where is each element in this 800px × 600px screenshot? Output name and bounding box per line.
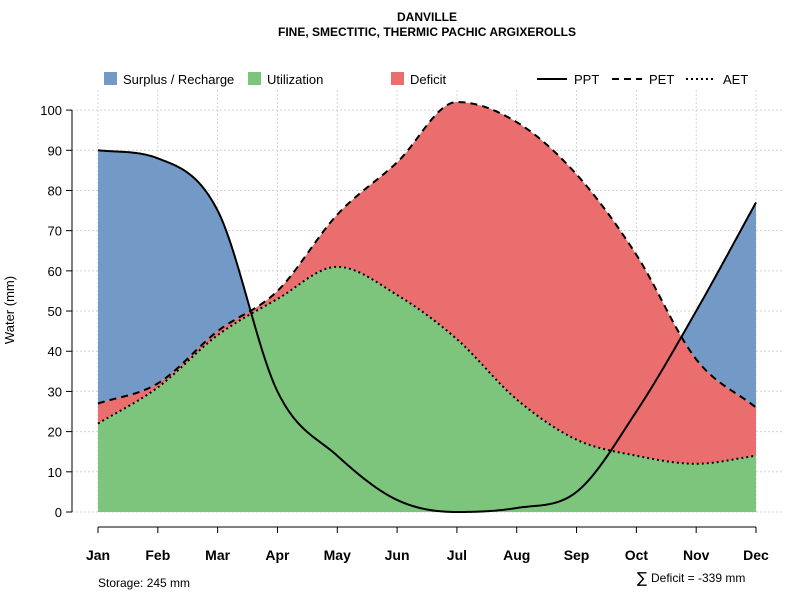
legend-label-utilization: Utilization (267, 72, 323, 87)
x-tick-label: Jun (385, 547, 410, 563)
y-tick-label: 50 (48, 304, 62, 319)
legend-swatch-surplus (104, 72, 117, 85)
y-tick-label: 0 (55, 505, 62, 520)
legend-swatch-deficit (391, 72, 404, 85)
area-surplus (98, 102, 756, 408)
sum-icon: ∑ (637, 569, 647, 587)
y-tick-label: 90 (48, 143, 62, 158)
x-tick-label: Nov (683, 547, 710, 563)
y-tick-label: 20 (48, 425, 62, 440)
legend-label-aet: AET (723, 72, 748, 87)
legend-label-ppt: PPT (574, 72, 599, 87)
chart-subtitle: FINE, SMECTITIC, THERMIC PACHIC ARGIXERO… (278, 25, 576, 39)
y-tick-label: 30 (48, 384, 62, 399)
x-tick-label: Dec (743, 547, 769, 563)
x-tick-label: Jul (447, 547, 467, 563)
y-tick-label: 80 (48, 183, 62, 198)
y-tick-label: 70 (48, 224, 62, 239)
x-tick-label: Apr (265, 547, 290, 563)
legend-swatch-utilization (248, 72, 261, 85)
y-axis-label: Water (mm) (2, 276, 17, 344)
legend-label-surplus: Surplus / Recharge (123, 72, 234, 87)
legend: Surplus / Recharge Utilization Deficit P… (104, 72, 748, 87)
y-tick-label: 100 (40, 103, 62, 118)
series-lines (97, 101, 757, 513)
x-tick-label: Sep (564, 547, 590, 563)
y-tick-label: 40 (48, 344, 62, 359)
area-fills (98, 102, 756, 512)
storage-annotation: Storage: 245 mm (98, 576, 190, 590)
area-utilization (98, 266, 756, 512)
y-tick-label: 10 (48, 465, 62, 480)
series-line-aet (97, 265, 757, 465)
deficit-annotation: Deficit = -339 mm (651, 571, 745, 585)
chart-title: DANVILLE (397, 10, 457, 24)
legend-label-deficit: Deficit (410, 72, 447, 87)
series-line-ppt (97, 149, 757, 513)
y-tick-label: 60 (48, 264, 62, 279)
area-deficit (98, 102, 756, 464)
x-tick-label: Jan (86, 547, 110, 563)
axes: 0 10 20 30 40 50 60 70 80 90 100 Jan Feb Mar Apr May Jun… (40, 103, 769, 563)
x-tick-label: Oct (625, 547, 649, 563)
x-tick-label: Mar (205, 547, 230, 563)
x-tick-label: Aug (503, 547, 530, 563)
x-tick-label: May (324, 547, 351, 563)
x-tick-label: Feb (145, 547, 170, 563)
legend-label-pet: PET (649, 72, 674, 87)
